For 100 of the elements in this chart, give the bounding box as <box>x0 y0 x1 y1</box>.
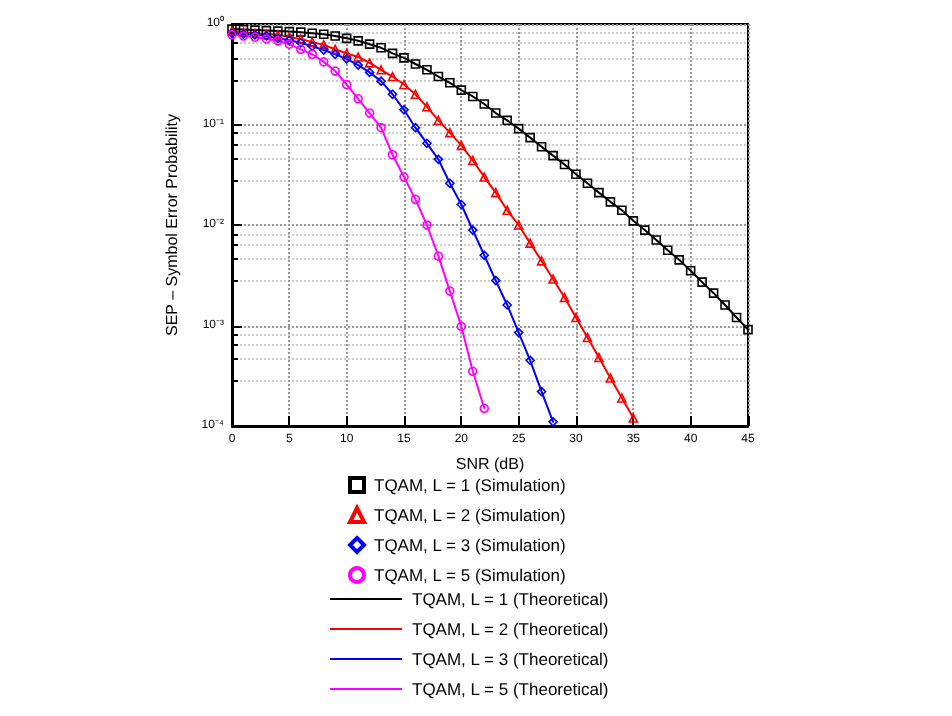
point <box>502 205 512 216</box>
point <box>525 238 535 248</box>
point <box>376 42 386 53</box>
point <box>341 79 352 90</box>
point <box>341 33 352 44</box>
point <box>422 138 432 149</box>
point <box>433 115 444 126</box>
legend-label: TQAM, L = 2 (Theoretical) <box>412 619 609 639</box>
point <box>341 48 352 59</box>
point <box>353 36 363 46</box>
point <box>318 40 329 50</box>
y-axis-title: SEP – Symbol Error Probability <box>162 113 181 337</box>
point <box>468 155 478 166</box>
point <box>307 41 318 52</box>
point <box>513 327 524 338</box>
point <box>479 99 490 109</box>
point <box>697 277 707 287</box>
point <box>571 169 581 180</box>
point <box>513 220 524 230</box>
legend-label: TQAM, L = 2 (Simulation) <box>374 505 566 525</box>
point <box>353 52 363 62</box>
point <box>490 108 501 118</box>
point <box>307 37 318 47</box>
legend-label: TQAM, L = 5 (Theoretical) <box>412 679 609 699</box>
point <box>387 48 398 59</box>
point <box>410 122 421 133</box>
point <box>559 159 570 170</box>
point <box>422 220 432 230</box>
point <box>640 225 650 235</box>
point <box>456 321 467 332</box>
point <box>364 58 375 68</box>
point <box>307 49 318 60</box>
point <box>399 105 409 115</box>
point <box>376 122 386 133</box>
point <box>594 352 604 363</box>
legend-label: TQAM, L = 5 (Simulation) <box>374 565 566 585</box>
point <box>628 216 639 226</box>
point <box>318 45 329 55</box>
point <box>330 49 340 60</box>
point <box>617 205 627 216</box>
point <box>410 194 421 205</box>
point <box>502 115 512 126</box>
point <box>548 150 558 161</box>
point <box>387 71 398 82</box>
legend-label: TQAM, L = 3 (Simulation) <box>374 535 566 555</box>
point <box>296 38 306 48</box>
point <box>456 199 467 210</box>
point <box>364 67 375 78</box>
point <box>410 89 421 100</box>
point <box>525 132 535 143</box>
point <box>536 142 547 152</box>
point <box>387 149 398 160</box>
point <box>708 288 719 298</box>
legend-label: TQAM, L = 3 (Theoretical) <box>412 649 609 669</box>
point <box>548 417 558 427</box>
point <box>445 78 455 88</box>
point <box>410 59 421 69</box>
point <box>468 225 478 235</box>
point <box>364 108 375 118</box>
point <box>330 66 340 76</box>
point <box>628 413 639 423</box>
point <box>433 251 444 261</box>
point <box>720 300 730 310</box>
point <box>502 300 512 310</box>
point <box>674 255 684 265</box>
point <box>318 57 329 67</box>
point <box>594 187 604 198</box>
point <box>341 54 352 64</box>
point <box>479 250 490 261</box>
point <box>456 85 467 95</box>
point <box>559 292 570 303</box>
point <box>548 274 558 284</box>
point <box>490 275 501 286</box>
point <box>685 266 696 276</box>
point <box>296 27 306 37</box>
point <box>743 324 753 335</box>
point <box>445 178 455 189</box>
point <box>731 312 742 323</box>
point <box>490 187 501 198</box>
point <box>571 312 581 323</box>
point <box>399 79 409 90</box>
point <box>353 94 363 104</box>
point <box>422 65 432 75</box>
point <box>284 26 295 37</box>
point <box>582 178 593 189</box>
point <box>376 65 386 75</box>
point <box>353 60 363 70</box>
legend-label: TQAM, L = 1 (Simulation) <box>374 475 566 495</box>
point <box>536 386 547 397</box>
point <box>433 154 444 165</box>
point <box>605 197 616 207</box>
point <box>387 89 398 100</box>
point <box>617 393 627 403</box>
point <box>330 31 340 41</box>
point <box>479 172 490 182</box>
x-axis-title: SNR (dB) <box>455 454 525 473</box>
point <box>422 102 432 112</box>
point <box>318 29 329 40</box>
point <box>582 332 593 343</box>
point <box>445 286 455 296</box>
